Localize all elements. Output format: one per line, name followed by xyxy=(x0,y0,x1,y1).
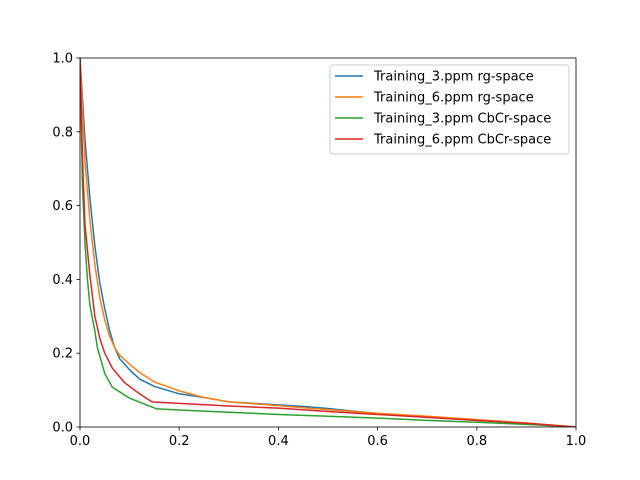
legend: Training_3.ppm rg-space Training_6.ppm rg… xyxy=(329,64,570,155)
y-tick-label: 0.2 xyxy=(52,347,73,362)
x-tick-label: 0.8 xyxy=(466,434,487,449)
y-tick-label: 0.4 xyxy=(52,273,73,288)
plot-lines xyxy=(80,58,576,427)
x-tick-label: 0.2 xyxy=(169,434,190,449)
series-line-2 xyxy=(80,58,576,427)
series-line-4 xyxy=(80,58,576,427)
legend-label-4: Training_6.ppm CbCr-space xyxy=(373,133,551,148)
x-tick-label: 0.4 xyxy=(268,434,289,449)
legend-box xyxy=(329,64,570,155)
legend-label-2: Training_6.ppm rg-space xyxy=(373,91,534,106)
y-tick-label: 0.6 xyxy=(52,199,73,214)
x-tick-label: 1.0 xyxy=(566,434,587,449)
x-tick-label: 0.6 xyxy=(367,434,388,449)
y-tick-label: 1.0 xyxy=(52,52,73,67)
legend-label-3: Training_3.ppm CbCr-space xyxy=(373,112,551,127)
y-tick-label: 0.0 xyxy=(52,421,73,436)
series-line-3 xyxy=(80,58,576,427)
axes-frame xyxy=(79,57,577,428)
x-tick-label: 0.0 xyxy=(70,434,91,449)
legend-label-1: Training_3.ppm rg-space xyxy=(373,70,534,85)
axes: 0.0 0.2 0.4 0.6 0.8 1.0 0.0 0.2 0.4 0.6 0.8 1.0 xyxy=(52,52,586,450)
y-tick-label: 0.8 xyxy=(52,125,73,140)
